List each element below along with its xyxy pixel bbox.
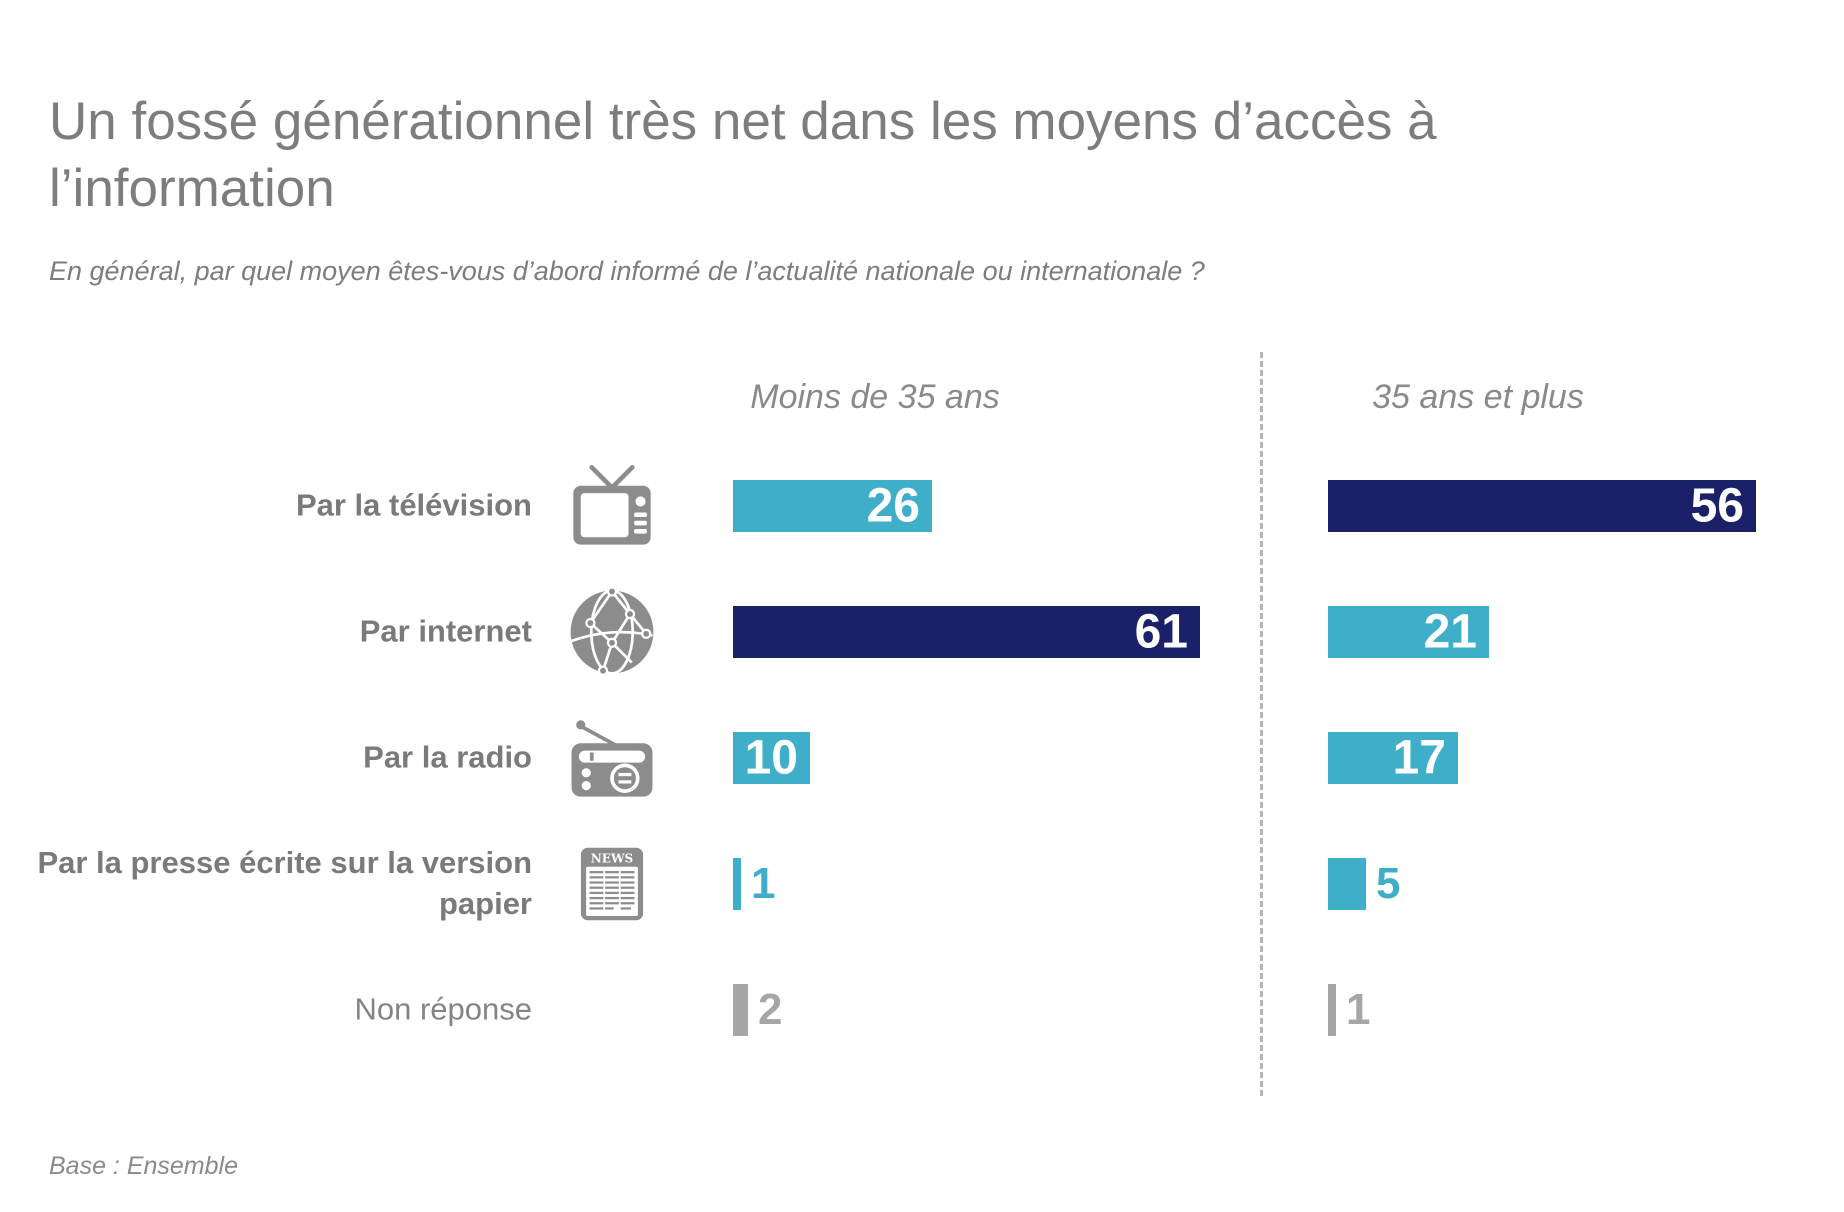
svg-text:NEWS: NEWS — [591, 851, 634, 865]
bar-value-label: 10 — [744, 731, 798, 785]
bar-television-35-plus: 56 — [1328, 479, 1756, 533]
bar-non-reponse-under-35: 2 — [733, 984, 782, 1036]
radio-icon — [560, 715, 664, 801]
bar-value-label: 21 — [1423, 605, 1477, 659]
category-label: Par la presse écrite sur la version papi… — [37, 845, 532, 921]
page-subtitle: En général, par quel moyen êtes-vous d’a… — [49, 256, 1205, 286]
page-title: Un fossé générationnel très net dans les… — [49, 91, 1437, 218]
bar-value-label: 17 — [1392, 731, 1446, 785]
column-header-under-35: Moins de 35 ans — [750, 378, 1000, 416]
bar-internet-under-35: 61 — [733, 605, 1200, 659]
chart-row-non-reponse: Non réponse 2 1 — [0, 984, 1844, 1036]
category-label: Par la télévision — [295, 487, 532, 523]
bar-presse-under-35: 1 — [733, 858, 775, 910]
category-label: Non réponse — [354, 991, 532, 1027]
bar-non-reponse-35-plus: 1 — [1328, 984, 1370, 1036]
bar-value-label: 1 — [751, 859, 776, 908]
bar-value-label: 26 — [866, 479, 920, 533]
chart-row-television: Par la télévision 26 56 — [0, 465, 1844, 545]
chart-row-internet: Par internet 61 21 — [0, 587, 1844, 676]
bar-television-under-35: 26 — [733, 479, 932, 533]
bar-presse-35-plus: 5 — [1328, 858, 1400, 910]
bar-value-label: 61 — [1134, 605, 1188, 659]
bar-value-label: 1 — [1346, 985, 1371, 1034]
base-footnote: Base : Ensemble — [49, 1152, 238, 1180]
bar-value-label: 56 — [1690, 479, 1744, 533]
chart-row-presse: Par la presse écrite sur la version papi… — [0, 845, 1844, 921]
bar-value-label: 5 — [1376, 859, 1401, 908]
category-label: Par internet — [359, 613, 532, 649]
bar-radio-35-plus: 17 — [1328, 731, 1458, 785]
globe-icon — [560, 587, 664, 677]
tv-icon — [560, 463, 664, 549]
bar-internet-35-plus: 21 — [1328, 605, 1489, 659]
newspaper-icon: NEWS — [560, 846, 664, 922]
chart-row-radio: Par la radio 10 17 — [0, 720, 1844, 797]
column-header-35-plus: 35 ans et plus — [1372, 378, 1584, 416]
category-label: Par la radio — [363, 739, 532, 775]
bar-value-label: 2 — [758, 985, 783, 1034]
dashed-divider — [1260, 352, 1263, 1096]
bar-radio-under-35: 10 — [733, 731, 810, 785]
